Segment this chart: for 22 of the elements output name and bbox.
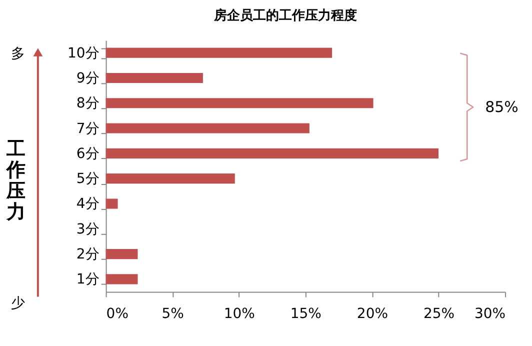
y-tick-label: 9分 <box>76 70 100 86</box>
y-tick-label: 8分 <box>76 96 100 112</box>
chart-title: 房企员工的工作压力程度 <box>212 7 357 24</box>
y-tick-label: 5分 <box>76 171 100 188</box>
y-axis-title: 工作压力 <box>5 138 26 223</box>
y-tick-label: 1分 <box>76 272 100 288</box>
y-tick-label: 2分 <box>76 246 100 263</box>
text: 多 <box>10 46 25 62</box>
y-tick-label: 7分 <box>76 120 100 137</box>
y-tick-label: 6分 <box>76 146 100 162</box>
x-tick-label: 5% <box>162 306 184 322</box>
y-tick-label: 10分 <box>68 45 100 62</box>
x-tick-label: 15% <box>290 306 322 322</box>
y-tick-label: 4分 <box>76 196 100 212</box>
x-tick-label: 10% <box>224 306 255 322</box>
annotation: 85% <box>485 98 518 116</box>
x-tick-label: 25% <box>423 306 455 322</box>
x-tick-label: 20% <box>356 306 388 322</box>
x-tick-label: 30% <box>474 306 506 322</box>
x-tick-label: 0% <box>106 306 128 322</box>
y-tick-label: 3分 <box>76 221 100 238</box>
text: 少 <box>10 296 25 312</box>
